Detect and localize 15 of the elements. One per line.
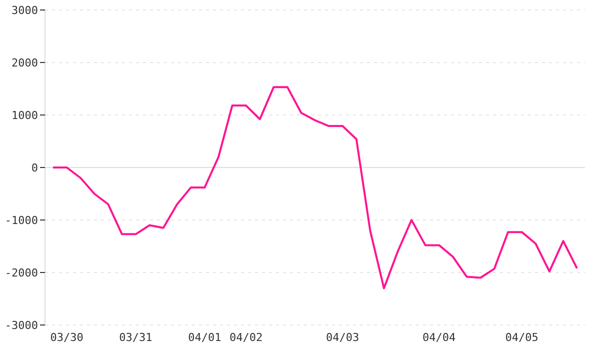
y-tick-label: -2000 — [4, 266, 38, 280]
line-series — [52, 86, 578, 290]
y-tick-label: 0 — [31, 161, 38, 174]
y-tick-label: -3000 — [4, 318, 38, 332]
y-tick-label: -1000 — [4, 214, 38, 227]
y-tick-label: 3000 — [12, 4, 38, 17]
x-tick-label: 04/05 — [505, 330, 538, 344]
x-tick-label: 03/30 — [50, 330, 84, 344]
y-tick-label: 2000 — [12, 56, 38, 70]
x-tick-label: 04/04 — [422, 330, 456, 344]
x-tick-label: 04/02 — [229, 330, 263, 344]
x-tick-label: 04/03 — [326, 330, 360, 344]
y-tick-label: 1000 — [12, 108, 38, 122]
x-tick-label: 04/01 — [188, 330, 222, 344]
x-tick-label: 03/31 — [119, 330, 152, 344]
